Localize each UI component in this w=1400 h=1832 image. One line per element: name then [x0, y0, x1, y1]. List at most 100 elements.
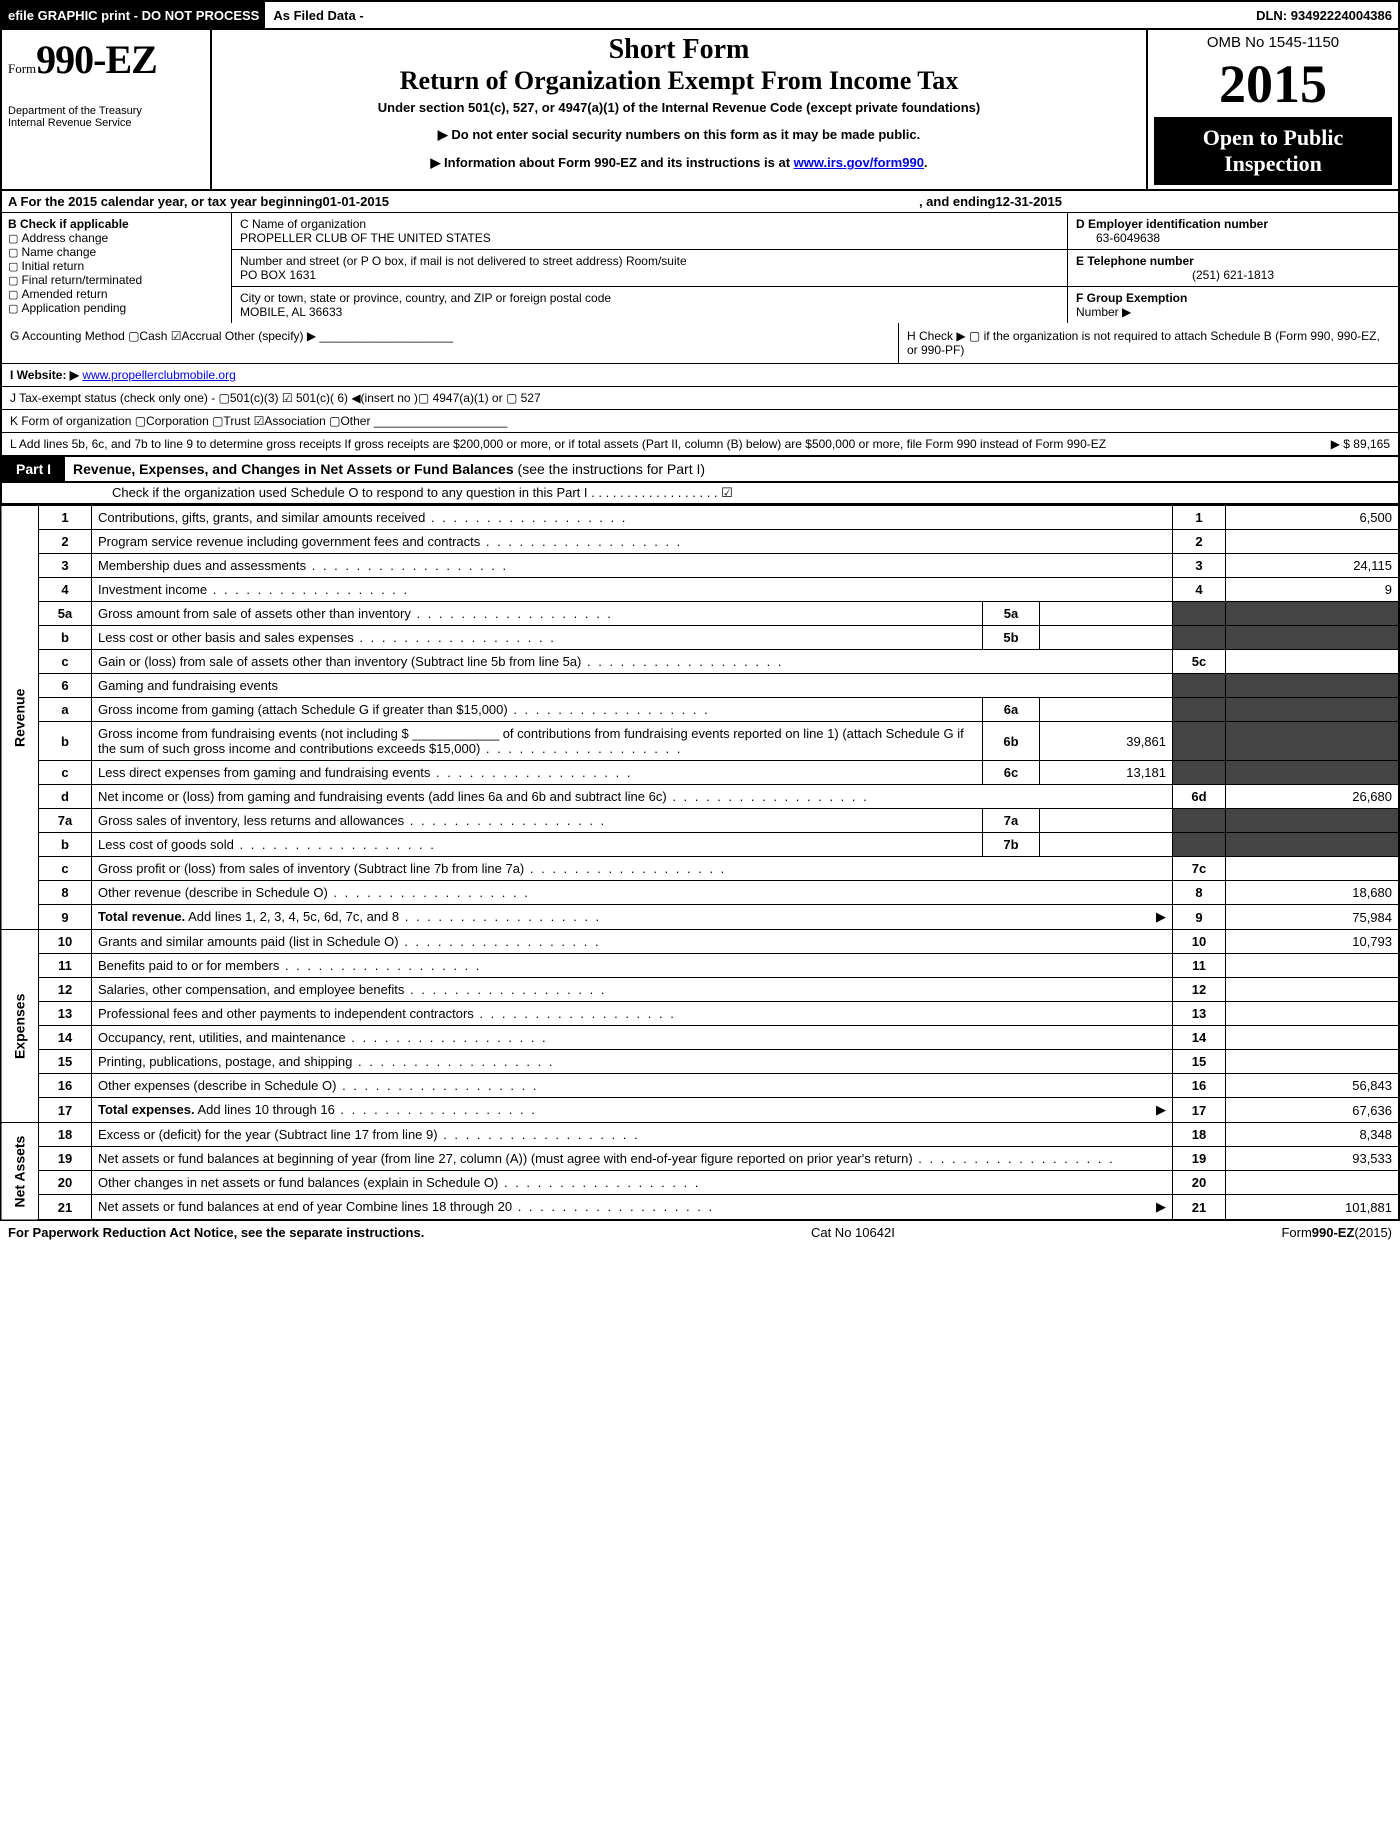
rlabel: 2 — [1173, 530, 1226, 554]
efile-segment: efile GRAPHIC print - DO NOT PROCESS — [2, 2, 267, 28]
rlabel: 13 — [1173, 1002, 1226, 1026]
line-4: 4Investment income49 — [1, 578, 1399, 602]
rvalue — [1226, 978, 1400, 1002]
row-k: K Form of organization ▢Corporation ▢Tru… — [2, 410, 1398, 433]
line-desc: Printing, publications, postage, and shi… — [92, 1050, 1173, 1074]
part1-title: Revenue, Expenses, and Changes in Net As… — [65, 461, 705, 477]
line-a: aGross income from gaming (attach Schedu… — [1, 698, 1399, 722]
rlabel-shade — [1173, 761, 1226, 785]
line-desc: Gain or (loss) from sale of assets other… — [92, 650, 1173, 674]
rlabel: 15 — [1173, 1050, 1226, 1074]
rvalue: 26,680 — [1226, 785, 1400, 809]
line-c: cLess direct expenses from gaming and fu… — [1, 761, 1399, 785]
rowa-mid: , and ending — [919, 194, 996, 209]
chk-initial[interactable]: Initial return — [8, 259, 84, 273]
topbar-spacer — [372, 2, 1250, 28]
line-desc: Total revenue. Add lines 1, 2, 3, 4, 5c,… — [92, 905, 1173, 930]
chk-address[interactable]: Address change — [8, 231, 108, 245]
form-number: Form990-EZ — [8, 36, 204, 83]
subvalue: 39,861 — [1040, 722, 1173, 761]
line-19: 19Net assets or fund balances at beginni… — [1, 1147, 1399, 1171]
header-right: OMB No 1545-1150 2015 Open to Public Ins… — [1148, 30, 1398, 189]
lineno: c — [39, 650, 92, 674]
ein-value: 63-6049638 — [1096, 231, 1160, 245]
line-b: bGross income from fundraising events (n… — [1, 722, 1399, 761]
rlabel: 8 — [1173, 881, 1226, 905]
lineno: 17 — [39, 1098, 92, 1123]
chk-application[interactable]: Application pending — [8, 301, 126, 315]
irs-link[interactable]: www.irs.gov/form990 — [794, 155, 924, 170]
line-desc: Less cost of goods sold — [92, 833, 983, 857]
line-desc: Salaries, other compensation, and employ… — [92, 978, 1173, 1002]
f-label2: Number ▶ — [1076, 305, 1131, 319]
rlabel-shade — [1173, 698, 1226, 722]
lineno: 8 — [39, 881, 92, 905]
city-label: City or town, state or province, country… — [240, 291, 611, 305]
rvalue — [1226, 857, 1400, 881]
subvalue: 13,181 — [1040, 761, 1173, 785]
line-desc: Net income or (loss) from gaming and fun… — [92, 785, 1173, 809]
lineno: 2 — [39, 530, 92, 554]
line-desc: Benefits paid to or for members — [92, 954, 1173, 978]
subvalue — [1040, 602, 1173, 626]
form-word: Form — [8, 61, 36, 76]
schedule-o-check: Check if the organization used Schedule … — [0, 483, 1400, 505]
id-grid: B Check if applicable Address change Nam… — [2, 213, 1398, 323]
line-1: Revenue1Contributions, gifts, grants, an… — [1, 506, 1399, 530]
rlabel: 10 — [1173, 930, 1226, 954]
e-label: E Telephone number — [1076, 254, 1194, 268]
side-netassets: Net Assets — [1, 1123, 39, 1221]
sublabel: 6c — [983, 761, 1040, 785]
rlabel-shade — [1173, 809, 1226, 833]
part1-title-text: Revenue, Expenses, and Changes in Net As… — [73, 461, 514, 477]
d-label: D Employer identification number — [1076, 217, 1268, 231]
city-value: MOBILE, AL 36633 — [240, 305, 342, 319]
rvalue: 18,680 — [1226, 881, 1400, 905]
line-9: 9Total revenue. Add lines 1, 2, 3, 4, 5c… — [1, 905, 1399, 930]
side-expenses: Expenses — [1, 930, 39, 1123]
line-10: Expenses10Grants and similar amounts pai… — [1, 930, 1399, 954]
rvalue — [1226, 650, 1400, 674]
subvalue — [1040, 698, 1173, 722]
lineno: 18 — [39, 1123, 92, 1147]
rval-shade — [1226, 626, 1400, 650]
tax-year: 2015 — [1154, 57, 1392, 111]
line-desc: Excess or (deficit) for the year (Subtra… — [92, 1123, 1173, 1147]
line-c: cGross profit or (loss) from sales of in… — [1, 857, 1399, 881]
chk-final[interactable]: Final return/terminated — [8, 273, 142, 287]
lineno: 4 — [39, 578, 92, 602]
rvalue: 24,115 — [1226, 554, 1400, 578]
header-center: Short Form Return of Organization Exempt… — [212, 30, 1148, 189]
form-header: Form990-EZ Department of the Treasury In… — [0, 30, 1400, 191]
rlabel: 16 — [1173, 1074, 1226, 1098]
chk-amended[interactable]: Amended return — [8, 287, 108, 301]
part1-label: Part I — [2, 457, 65, 481]
rlabel: 20 — [1173, 1171, 1226, 1195]
info-line: ▶ Information about Form 990-EZ and its … — [216, 155, 1142, 171]
rvalue — [1226, 1026, 1400, 1050]
lineno: 7a — [39, 809, 92, 833]
lineno: 14 — [39, 1026, 92, 1050]
line-15: 15Printing, publications, postage, and s… — [1, 1050, 1399, 1074]
line-desc: Gaming and fundraising events — [92, 674, 1173, 698]
lineno: b — [39, 833, 92, 857]
col-def: D Employer identification number 63-6049… — [1068, 213, 1398, 323]
sublabel: 6a — [983, 698, 1040, 722]
lineno: a — [39, 698, 92, 722]
asfiled-segment: As Filed Data - — [267, 2, 371, 28]
line-13: 13Professional fees and other payments t… — [1, 1002, 1399, 1026]
form-table: Revenue1Contributions, gifts, grants, an… — [0, 505, 1400, 1221]
line-desc: Other revenue (describe in Schedule O) — [92, 881, 1173, 905]
top-bar: efile GRAPHIC print - DO NOT PROCESS As … — [0, 0, 1400, 30]
rlabel-shade — [1173, 626, 1226, 650]
website-link[interactable]: www.propellerclubmobile.org — [82, 368, 235, 382]
lineno: d — [39, 785, 92, 809]
row-h: H Check ▶ ▢ if the organization is not r… — [898, 323, 1398, 363]
line-6: 6Gaming and fundraising events — [1, 674, 1399, 698]
irs: Internal Revenue Service — [8, 117, 204, 129]
lineno: c — [39, 857, 92, 881]
rlabel: 17 — [1173, 1098, 1226, 1123]
line-desc: Grants and similar amounts paid (list in… — [92, 930, 1173, 954]
chk-name[interactable]: Name change — [8, 245, 96, 259]
rval-shade — [1226, 809, 1400, 833]
